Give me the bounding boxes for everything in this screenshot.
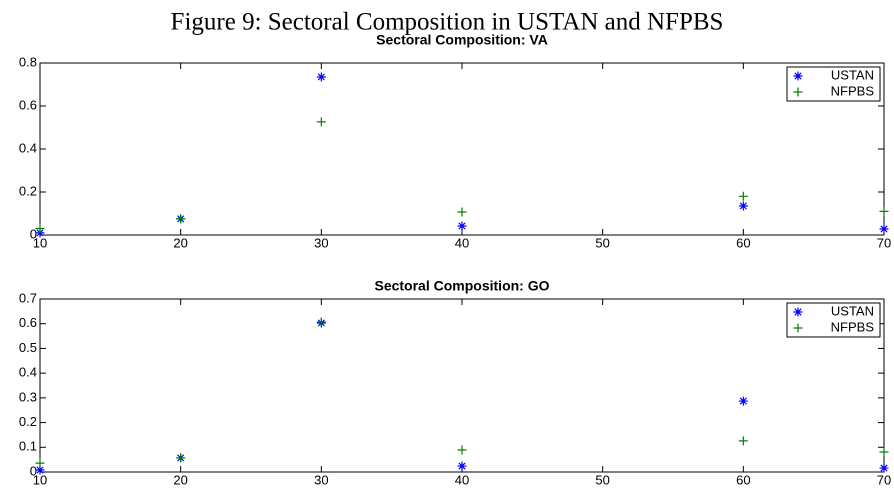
x-tick-label: 50 (595, 235, 609, 250)
scatter-point (316, 72, 326, 82)
x-tick-label: 50 (595, 472, 609, 487)
scatter-point (457, 221, 467, 231)
y-tick-label: 0.4 (19, 140, 37, 155)
scatter-point (176, 453, 186, 463)
scatter-point (316, 117, 326, 127)
scatter-point (738, 191, 748, 201)
scatter-point (738, 201, 748, 211)
legend-label: USTAN (831, 67, 874, 82)
x-tick-label: 20 (173, 472, 187, 487)
scatter-point (879, 224, 889, 234)
subplot-title: Sectoral Composition: GO (374, 278, 549, 294)
y-tick-label: 0.7 (19, 290, 37, 305)
legend-label: NFPBS (831, 83, 875, 98)
y-tick-label: 0.3 (19, 389, 37, 404)
scatter-point (35, 458, 45, 468)
legend-box (786, 302, 881, 338)
y-tick-label: 0.6 (19, 315, 37, 330)
x-tick-label: 40 (455, 235, 469, 250)
x-tick-label: 40 (455, 472, 469, 487)
y-tick-label: 0.8 (19, 54, 37, 69)
legend-label: NFPBS (831, 319, 875, 334)
x-tick-label: 30 (314, 472, 328, 487)
subplot-title: Sectoral Composition: VA (376, 32, 548, 48)
y-tick-label: 0 (30, 226, 37, 241)
legend-marker (793, 323, 803, 333)
x-tick-label: 70 (877, 472, 891, 487)
scatter-point (738, 396, 748, 406)
x-tick-label: 30 (314, 235, 328, 250)
y-tick-label: 0.2 (19, 183, 37, 198)
scatter-point (457, 207, 467, 217)
y-tick-label: 0.6 (19, 97, 37, 112)
y-tick-label: 0.4 (19, 365, 37, 380)
figure-title: Figure 9: Sectoral Composition in USTAN … (171, 9, 724, 36)
x-tick-label: 60 (736, 472, 750, 487)
scatter-point (176, 214, 186, 224)
scatter-point (738, 436, 748, 446)
scatter-point (879, 206, 889, 216)
scatter-point (879, 463, 889, 473)
legend-marker (793, 87, 803, 97)
legend-label: USTAN (831, 303, 874, 318)
x-tick-label: 60 (736, 235, 750, 250)
y-tick-label: 0.2 (19, 414, 37, 429)
x-tick-label: 20 (173, 235, 187, 250)
scatter-point (316, 317, 326, 327)
y-tick-label: 0.1 (19, 439, 37, 454)
x-tick-label: 10 (33, 235, 47, 250)
y-tick-label: 0.5 (19, 340, 37, 355)
y-tick-label: 0 (30, 463, 37, 478)
scatter-point (457, 445, 467, 455)
scatter-point (457, 461, 467, 471)
legend-box (786, 66, 881, 102)
x-tick-label: 10 (33, 472, 47, 487)
legend-marker (793, 307, 803, 317)
scatter-point (879, 447, 889, 457)
legend-marker (793, 71, 803, 81)
scatter-point (35, 465, 45, 475)
scatter-point (35, 224, 45, 234)
x-tick-label: 70 (877, 235, 891, 250)
